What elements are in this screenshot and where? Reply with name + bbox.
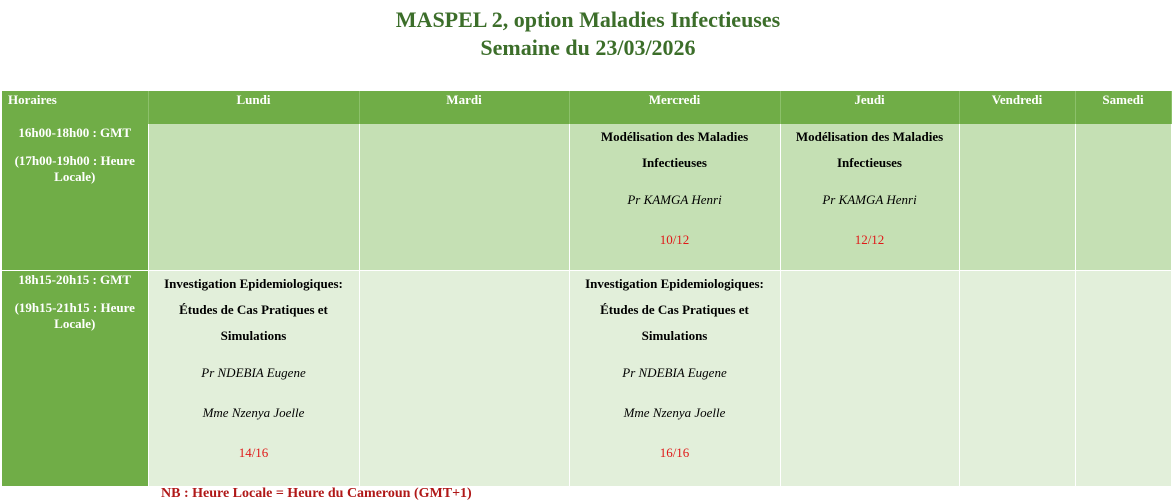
- title-program: MASPEL 2, option Maladies Infectieuses: [395, 7, 781, 32]
- course-title: Modélisation des Maladies Infectieuses: [795, 129, 944, 170]
- header-mardi: Mardi: [359, 91, 570, 124]
- cell-samedi: [1075, 270, 1172, 487]
- page-title: MASPEL 2, option Maladies Infectieuses S…: [0, 0, 1176, 62]
- time-local: (17h00-19h00 : Heure Locale): [14, 153, 135, 184]
- cell-mercredi: Modélisation des Maladies Infectieuses P…: [569, 124, 781, 271]
- course-title: Modélisation des Maladies Infectieuses: [600, 129, 749, 170]
- header-mercredi: Mercredi: [569, 91, 781, 124]
- header-lundi: Lundi: [148, 91, 360, 124]
- header-vendredi: Vendredi: [959, 91, 1076, 124]
- schedule-table: Horaires Lundi Mardi Mercredi Jeudi Vend…: [2, 91, 1172, 487]
- time-slot: 16h00-18h00 : GMT (17h00-19h00 : Heure L…: [2, 124, 149, 271]
- cell-vendredi: [959, 124, 1076, 271]
- attendance-count: 10/12: [659, 232, 690, 247]
- time-local: (19h15-21h15 : Heure Locale): [14, 300, 135, 331]
- teacher-name: Pr KAMGA Henri: [822, 192, 917, 207]
- attendance-count: 16/16: [659, 445, 690, 460]
- cell-lundi: Investigation Epidemiologiques: Études d…: [148, 270, 360, 487]
- header-jeudi: Jeudi: [780, 91, 960, 124]
- table-row: 18h15-20h15 : GMT (19h15-21h15 : Heure L…: [2, 270, 1172, 487]
- cell-mardi: [359, 270, 570, 487]
- attendance-count: 12/12: [854, 232, 885, 247]
- teacher-name: Mme Nzenya Joelle: [202, 405, 305, 420]
- cell-vendredi: [959, 270, 1076, 487]
- time-slot: 18h15-20h15 : GMT (19h15-21h15 : Heure L…: [2, 270, 149, 487]
- teacher-name: Mme Nzenya Joelle: [623, 405, 726, 420]
- teacher-name: Pr NDEBIA Eugene: [201, 365, 306, 380]
- cell-mardi: [359, 124, 570, 271]
- attendance-count: 14/16: [238, 445, 269, 460]
- title-week: Semaine du 23/03/2026: [480, 35, 696, 60]
- cell-lundi: [148, 124, 360, 271]
- cell-samedi: [1075, 124, 1172, 271]
- header-row: Horaires Lundi Mardi Mercredi Jeudi Vend…: [2, 91, 1172, 124]
- timezone-note: NB : Heure Locale = Heure du Cameroun (G…: [161, 486, 472, 501]
- header-samedi: Samedi: [1075, 91, 1172, 124]
- teacher-name: Pr KAMGA Henri: [627, 192, 722, 207]
- course-title: Investigation Epidemiologiques: Études d…: [585, 276, 764, 343]
- time-gmt: 16h00-18h00 : GMT: [18, 125, 132, 140]
- table-row: 16h00-18h00 : GMT (17h00-19h00 : Heure L…: [2, 124, 1172, 271]
- teacher-name: Pr NDEBIA Eugene: [622, 365, 727, 380]
- cell-jeudi: [780, 270, 960, 487]
- time-gmt: 18h15-20h15 : GMT: [18, 272, 132, 287]
- cell-mercredi: Investigation Epidemiologiques: Études d…: [569, 270, 781, 487]
- course-title: Investigation Epidemiologiques: Études d…: [164, 276, 343, 343]
- cell-jeudi: Modélisation des Maladies Infectieuses P…: [780, 124, 960, 271]
- header-horaires: Horaires: [2, 91, 149, 124]
